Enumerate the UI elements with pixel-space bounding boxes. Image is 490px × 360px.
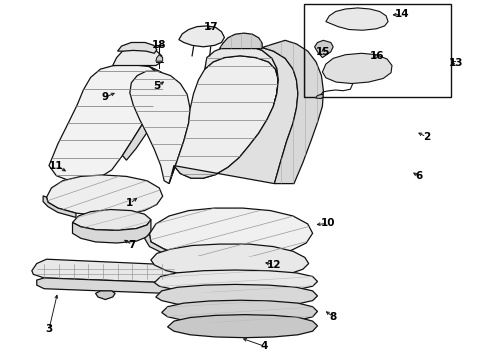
Text: 9: 9 bbox=[102, 92, 109, 102]
Text: 5: 5 bbox=[153, 81, 160, 91]
Polygon shape bbox=[168, 315, 318, 338]
Polygon shape bbox=[122, 67, 169, 160]
Polygon shape bbox=[262, 40, 323, 184]
Polygon shape bbox=[179, 26, 224, 47]
Text: 16: 16 bbox=[370, 51, 385, 61]
Polygon shape bbox=[322, 53, 392, 84]
Text: 15: 15 bbox=[316, 47, 331, 57]
Text: 6: 6 bbox=[416, 171, 422, 181]
Polygon shape bbox=[316, 94, 323, 99]
Text: 2: 2 bbox=[423, 132, 430, 142]
Polygon shape bbox=[49, 65, 166, 181]
Polygon shape bbox=[145, 234, 187, 260]
Polygon shape bbox=[169, 56, 278, 184]
Text: 4: 4 bbox=[261, 341, 269, 351]
Polygon shape bbox=[96, 291, 115, 300]
Polygon shape bbox=[73, 220, 151, 243]
Text: 17: 17 bbox=[203, 22, 218, 32]
Text: 13: 13 bbox=[448, 58, 463, 68]
Text: 1: 1 bbox=[126, 198, 133, 208]
Polygon shape bbox=[315, 40, 333, 58]
Text: 10: 10 bbox=[321, 218, 336, 228]
Polygon shape bbox=[174, 46, 298, 184]
Polygon shape bbox=[154, 270, 318, 293]
Text: 12: 12 bbox=[267, 260, 282, 270]
Polygon shape bbox=[32, 259, 181, 283]
Polygon shape bbox=[118, 42, 157, 53]
Polygon shape bbox=[156, 55, 163, 61]
Polygon shape bbox=[73, 210, 151, 230]
Polygon shape bbox=[326, 8, 388, 30]
Text: 8: 8 bbox=[330, 312, 337, 322]
Polygon shape bbox=[47, 175, 163, 215]
Polygon shape bbox=[113, 48, 162, 66]
Polygon shape bbox=[162, 300, 318, 323]
Polygon shape bbox=[149, 208, 313, 257]
Text: 3: 3 bbox=[46, 324, 52, 334]
Polygon shape bbox=[43, 196, 76, 217]
Polygon shape bbox=[130, 71, 190, 184]
Polygon shape bbox=[205, 45, 278, 106]
Text: 11: 11 bbox=[49, 161, 64, 171]
Text: 14: 14 bbox=[394, 9, 409, 19]
Polygon shape bbox=[156, 284, 318, 307]
Polygon shape bbox=[151, 244, 309, 278]
Polygon shape bbox=[220, 33, 262, 49]
Polygon shape bbox=[37, 278, 174, 293]
Text: 18: 18 bbox=[152, 40, 167, 50]
Text: 7: 7 bbox=[128, 240, 136, 250]
